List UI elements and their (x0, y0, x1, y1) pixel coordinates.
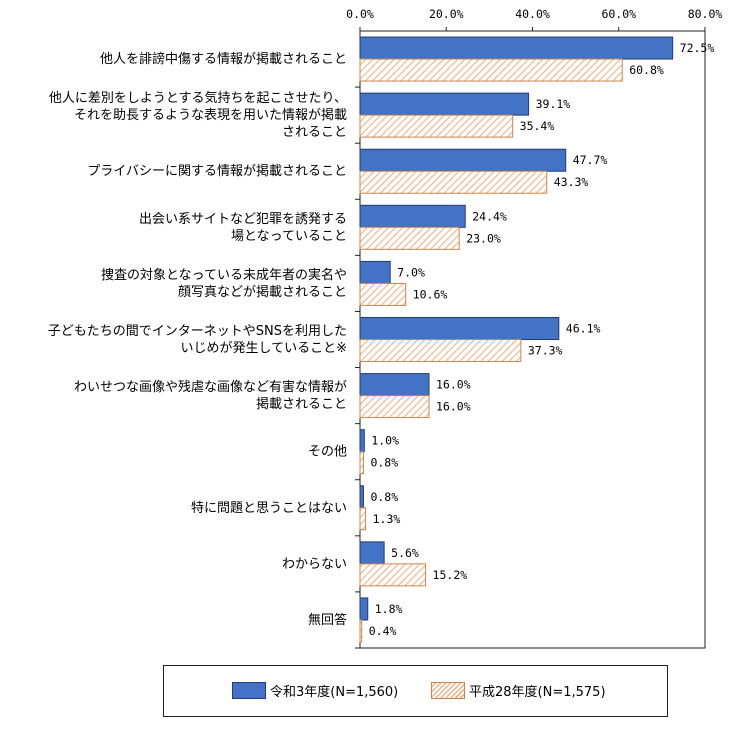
bar-series2 (359, 226, 460, 250)
bar-series1 (359, 429, 365, 453)
value-label-series1: 39.1% (536, 97, 571, 111)
category-label: 出会い系サイトなど犯罪を誘発する場となっていること (139, 212, 347, 244)
bar-series1 (359, 597, 369, 621)
value-label-series1: 5.6% (391, 546, 419, 560)
value-label-series1: 1.0% (371, 434, 399, 448)
bar-series2 (359, 507, 367, 531)
value-label-series1: 0.8% (370, 490, 398, 504)
category-label: 他人に差別をしようとする気持ちを起こさせたり、それを助長するような表現を用いた情… (49, 90, 347, 140)
bar-series1 (359, 92, 530, 116)
bar-series2 (359, 58, 623, 82)
category-label: 他人を誹謗中傷する情報が掲載されること (100, 51, 347, 67)
x-tick-label: 80.0% (688, 7, 723, 21)
legend-swatch-series2 (431, 682, 465, 699)
bar-series2 (359, 563, 427, 587)
bar-series1 (359, 373, 430, 397)
value-label-series2: 0.4% (369, 624, 397, 638)
category-label: 特に問題と思うことはない (191, 501, 347, 516)
bar-series1 (359, 36, 674, 60)
value-labels: 72.5% 60.8% 39.1% 35.4% 47.7% 43.3% 24.4% 23.0%… (369, 41, 715, 638)
x-tick-label: 60.0% (601, 7, 636, 21)
category-label: プライバシーに関する情報が掲載されること (87, 163, 347, 179)
value-label-series2: 0.8% (370, 456, 398, 470)
value-label-series1: 47.7% (573, 153, 608, 167)
category-label: 子どもたちの間でインターネットやSNSを利用したいじめが発生していること※ (48, 324, 347, 356)
bars (359, 36, 674, 643)
category-label: わいせつな画像や残虐な画像など有害な情報が掲載されること (74, 379, 347, 412)
value-label-series2: 35.4% (520, 119, 555, 133)
bar-series1 (359, 260, 391, 284)
category-label: その他 (308, 445, 347, 460)
value-label-series1: 72.5% (680, 41, 715, 55)
bar-series2 (359, 282, 407, 306)
value-label-series2: 10.6% (413, 287, 448, 301)
legend-label-series1: 令和3年度(N=1,560) (270, 685, 399, 700)
category-label: 無回答 (308, 612, 347, 628)
bar-series2 (359, 619, 363, 643)
value-label-series1: 46.1% (566, 322, 601, 336)
bar-series1 (359, 204, 466, 228)
category-label: わからない (282, 557, 347, 572)
x-tick-label: 0.0% (346, 7, 374, 21)
bar-series2 (359, 339, 522, 362)
value-label-series2: 43.3% (554, 175, 589, 189)
legend-swatch-series1 (232, 682, 266, 699)
legend: 令和3年度(N=1,560) 平成28年度(N=1,575) (163, 665, 668, 717)
bar-series1 (359, 485, 364, 509)
value-label-series1: 24.4% (472, 209, 507, 223)
bar-series1 (359, 317, 560, 340)
value-label-series2: 23.0% (466, 231, 501, 245)
value-label-series1: 1.8% (375, 602, 403, 616)
legend-item-series1: 令和3年度(N=1,560) (232, 681, 398, 700)
value-label-series1: 7.0% (397, 265, 425, 279)
bar-chart: 0.0% 20.0% 40.0% 60.0% 80.0% 他人を誹謗中傷する情報が掲載さ… (48, 7, 722, 649)
category-label: 捜査の対象となっている未成年者の実名や顔写真などが掲載されること (101, 267, 347, 300)
bar-series2 (359, 170, 548, 194)
x-tick-label: 40.0% (515, 7, 550, 21)
value-label-series2: 15.2% (433, 568, 468, 582)
legend-item-series2: 平成28年度(N=1,575) (431, 681, 606, 700)
bar-series1 (359, 541, 385, 565)
value-label-series2: 16.0% (436, 400, 471, 414)
value-label-series1: 16.0% (436, 378, 471, 392)
bar-series2 (359, 451, 364, 475)
value-label-series2: 37.3% (528, 344, 563, 358)
x-axis: 0.0% 20.0% 40.0% 60.0% 80.0% (346, 7, 722, 31)
value-label-series2: 1.3% (373, 512, 401, 526)
bar-series2 (359, 114, 514, 138)
x-tick-label: 20.0% (429, 7, 464, 21)
bar-series1 (359, 148, 567, 172)
category-labels: 他人を誹謗中傷する情報が掲載されること他人に差別をしようとする気持ちを起こさせた… (48, 51, 360, 649)
legend-label-series2: 平成28年度(N=1,575) (469, 685, 606, 700)
value-label-series2: 60.8% (629, 63, 664, 77)
bar-series2 (359, 395, 430, 419)
